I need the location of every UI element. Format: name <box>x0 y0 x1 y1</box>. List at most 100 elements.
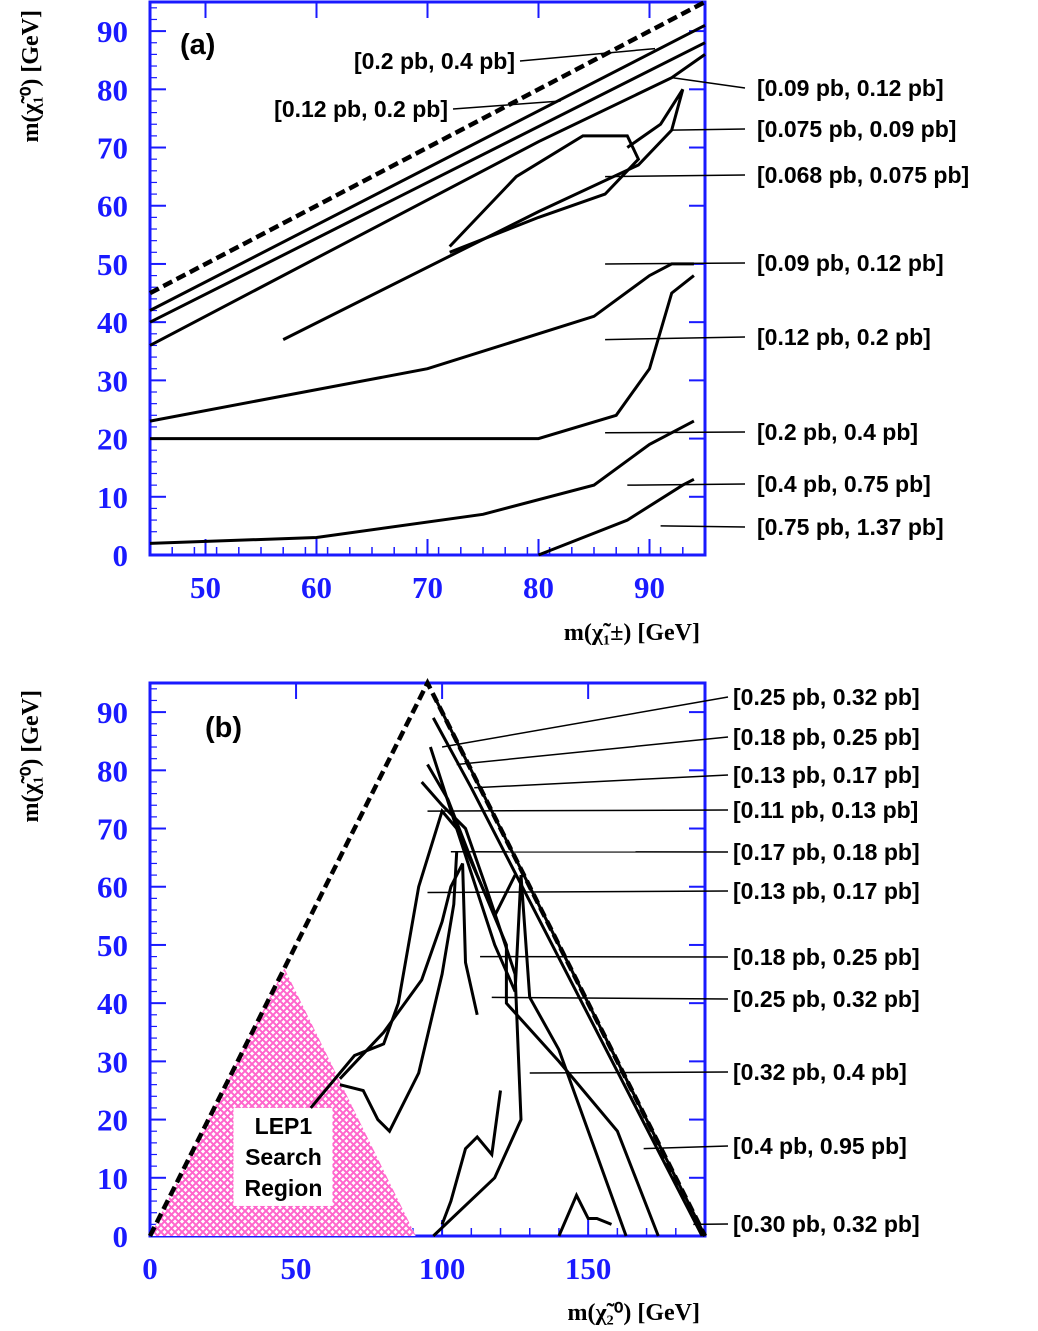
y-tick-label: 10 <box>97 480 128 515</box>
annotation-label: [0.2 pb, 0.4 pb] <box>354 48 515 74</box>
x-tick-label: 150 <box>565 1251 612 1286</box>
y-tick-label: 30 <box>97 1044 128 1079</box>
x-tick-label: 70 <box>412 570 443 605</box>
annotation-label: [0.4 pb, 0.75 pb] <box>757 471 931 497</box>
y-tick-label: 50 <box>97 928 128 963</box>
y-tick-label: 30 <box>97 363 128 398</box>
panel-label: (a) <box>180 29 215 61</box>
x-tick-label: 0 <box>142 1251 158 1286</box>
contour-line <box>339 851 459 1134</box>
region-label-line: LEP1 <box>255 1113 313 1139</box>
contour-line <box>448 134 641 254</box>
panel-label: (b) <box>205 712 242 744</box>
y-tick-label: 80 <box>97 72 128 107</box>
annotation-label: [0.75 pb, 1.37 pb] <box>757 514 944 540</box>
annotation-leader <box>529 1071 729 1074</box>
annotation-leader <box>643 1145 729 1150</box>
annotation-leader <box>605 431 746 434</box>
contour-line <box>440 1090 502 1225</box>
x-tick-label: 100 <box>419 1251 466 1286</box>
lep1-search-region <box>150 968 416 1236</box>
annotation-leader <box>660 525 746 528</box>
annotation-leader <box>519 47 656 62</box>
annotation-label: [0.4 pb, 0.95 pb] <box>733 1133 907 1159</box>
x-tick-label: 60 <box>301 570 332 605</box>
contour-line <box>420 781 523 1238</box>
y-tick-label: 20 <box>97 1103 128 1138</box>
x-axis-label: m(χ̃₁±) [GeV] <box>564 620 700 646</box>
contour-line <box>149 53 706 347</box>
annotation-leader <box>452 100 561 110</box>
region-label-box <box>233 1107 333 1206</box>
annotation-label: [0.30 pb, 0.32 pb] <box>733 1211 920 1237</box>
y-tick-label: 0 <box>113 1219 129 1254</box>
annotation-leader <box>605 174 746 178</box>
kinematic-limit-dashed-line <box>147 677 708 1238</box>
contour-line <box>431 717 704 1237</box>
x-tick-label: 50 <box>190 570 221 605</box>
contour-line <box>428 746 628 1237</box>
x-tick-label: 90 <box>634 570 665 605</box>
annotation-label: [0.2 pb, 0.4 pb] <box>757 419 918 445</box>
contour-line <box>282 88 685 341</box>
annotation-leader <box>605 262 746 265</box>
region-label-line: Search <box>245 1144 322 1170</box>
y-tick-label: 60 <box>97 189 128 224</box>
x-tick-label: 80 <box>523 570 554 605</box>
annotation-leader <box>441 696 729 748</box>
y-tick-label: 80 <box>97 753 128 788</box>
annotation-label: [0.17 pb, 0.18 pb] <box>733 839 920 865</box>
panel-b: 0 50 100 150 0 10 20 30 40 50 60 70 80 90 LEP1 Search Re… <box>18 677 920 1326</box>
y-tick-label: 20 <box>97 422 128 457</box>
annotation-label: [0.12 pb, 0.2 pb] <box>757 324 931 350</box>
annotation-label: [0.068 pb, 0.075 pb] <box>757 162 969 188</box>
annotation-label: [0.18 pb, 0.25 pb] <box>733 724 920 750</box>
y-tick-label: 40 <box>97 305 128 340</box>
y-tick-label: 0 <box>113 538 129 573</box>
contour-line <box>537 477 695 557</box>
annotation-label: [0.13 pb, 0.17 pb] <box>733 878 920 904</box>
kinematic-limit-dashed-line <box>148 0 707 296</box>
annotation-label: [0.18 pb, 0.25 pb] <box>733 944 920 970</box>
annotation-label: [0.25 pb, 0.32 pb] <box>733 684 920 710</box>
annotation-label: [0.13 pb, 0.17 pb] <box>733 762 920 788</box>
contour-line <box>426 763 660 1237</box>
y-tick-label: 10 <box>97 1161 128 1196</box>
annotation-label: [0.075 pb, 0.09 pb] <box>757 116 956 142</box>
contour-line <box>150 274 695 441</box>
annotation-leader <box>456 736 729 766</box>
annotation-label: [0.09 pb, 0.12 pb] <box>757 75 944 101</box>
annotation-leader <box>427 809 729 812</box>
annotation-leader <box>671 76 746 89</box>
y-tick-label: 60 <box>97 870 128 905</box>
y-tick-label: 90 <box>97 14 128 49</box>
annotation-leader <box>491 996 729 1000</box>
y-tick-label: 40 <box>97 986 128 1021</box>
annotation-leader <box>605 336 746 341</box>
contour-line <box>149 262 694 423</box>
annotation-leader <box>427 890 729 894</box>
annotation-leader <box>671 128 746 131</box>
annotation-label: [0.12 pb, 0.2 pb] <box>274 96 448 122</box>
panel-a: 50 60 70 80 90 0 10 20 30 40 50 60 70 80 90 [0.2 pb, 0.… <box>18 0 969 646</box>
y-tick-label: 90 <box>97 695 128 730</box>
annotation-label: [0.09 pb, 0.12 pb] <box>757 250 944 276</box>
annotation-label: [0.25 pb, 0.32 pb] <box>733 986 920 1012</box>
annotation-label: [0.11 pb, 0.13 pb] <box>733 797 918 823</box>
y-axis-label: m(χ̃₁⁰) [GeV] <box>18 690 44 823</box>
annotation-label: [0.32 pb, 0.4 pb] <box>733 1059 907 1085</box>
x-tick-label: 50 <box>281 1251 312 1286</box>
annotation-leader <box>627 483 746 486</box>
region-label-line: Region <box>244 1175 322 1201</box>
annotation-leader <box>474 774 729 789</box>
y-axis-label: m(χ̃₁⁰) [GeV] <box>18 10 44 143</box>
contour-line <box>149 41 706 324</box>
contour-line <box>338 862 479 1080</box>
y-tick-label: 70 <box>97 812 128 847</box>
contour-line <box>557 1191 613 1237</box>
contour-line <box>149 23 706 312</box>
contour-line <box>149 419 695 545</box>
x-axis-label: m(χ̃₂⁰) [GeV] <box>567 1300 700 1326</box>
y-tick-label: 70 <box>97 131 128 166</box>
